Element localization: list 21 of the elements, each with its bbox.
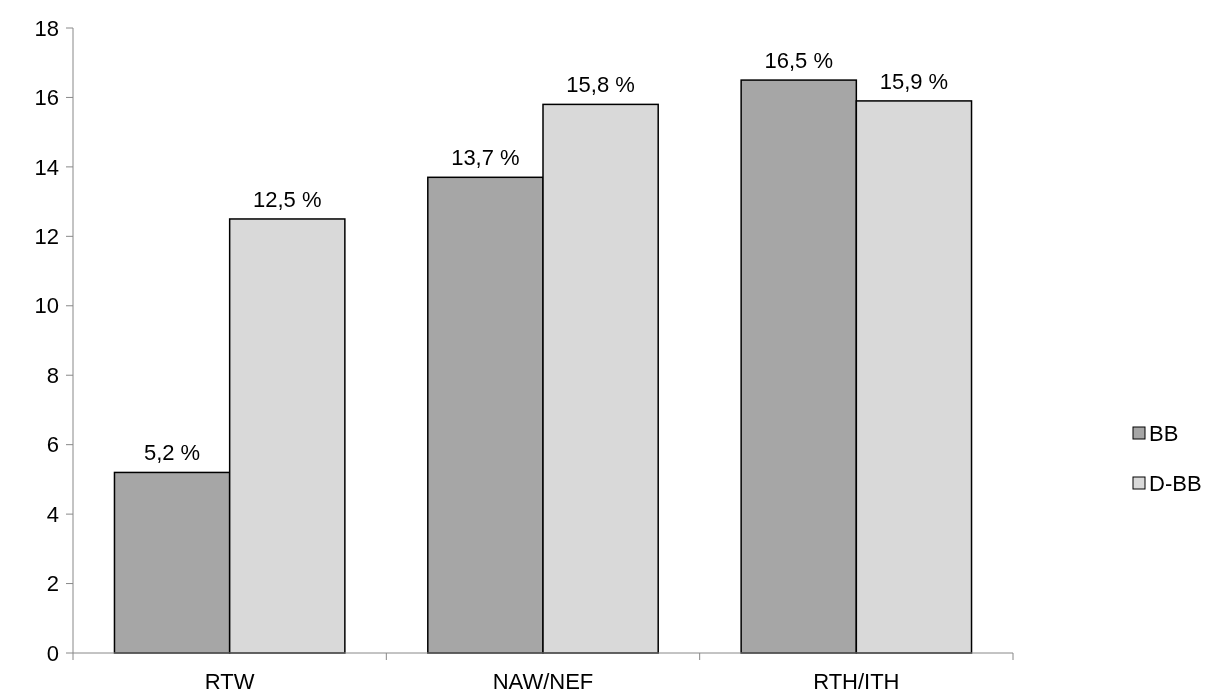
x-tick-label: RTH/ITH xyxy=(813,669,900,694)
x-tick-label: NAW/NEF xyxy=(492,669,594,694)
x-tick-label: RTW xyxy=(204,669,255,694)
y-tick-label: 8 xyxy=(46,362,59,388)
data-label: 12,5 % xyxy=(253,186,322,212)
legend-label: BB xyxy=(1149,420,1179,446)
data-label: 15,9 % xyxy=(879,68,949,94)
data-label: 13,7 % xyxy=(451,145,520,171)
y-tick-label: 14 xyxy=(34,154,59,180)
data-label: 5,2 % xyxy=(143,440,201,466)
data-label: 15,8 % xyxy=(566,72,635,98)
y-tick-label: 2 xyxy=(46,571,59,597)
y-tick-label: 18 xyxy=(34,15,59,41)
y-tick-label: 10 xyxy=(34,293,59,319)
data-label: 16,5 % xyxy=(764,48,833,74)
y-tick-label: 0 xyxy=(46,640,59,666)
legend-label: D-BB xyxy=(1149,470,1202,496)
y-tick-label: 4 xyxy=(46,501,59,527)
y-tick-label: 12 xyxy=(34,224,59,250)
y-tick-label: 6 xyxy=(46,432,59,458)
y-tick-label: 16 xyxy=(34,85,59,111)
